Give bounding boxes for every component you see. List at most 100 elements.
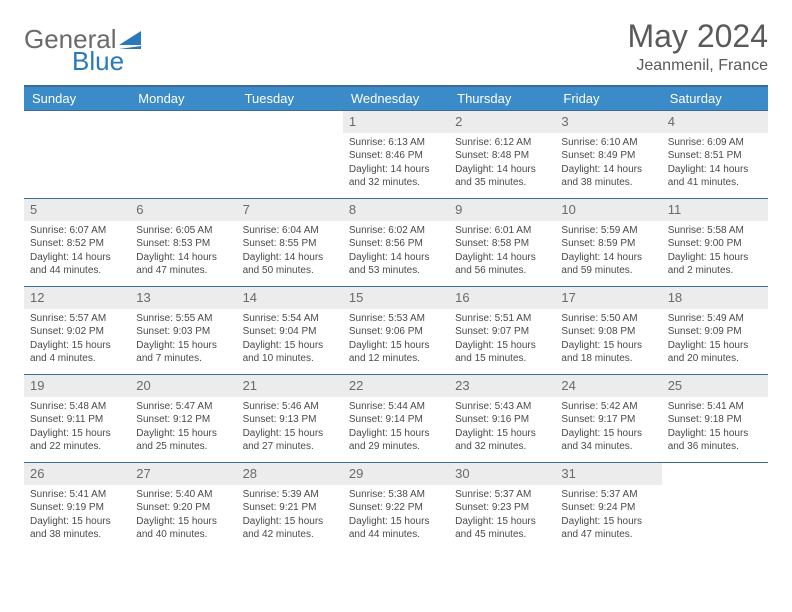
- day-info-line: Sunrise: 6:01 AM: [455, 224, 549, 238]
- day-info-line: Sunset: 8:58 PM: [455, 237, 549, 251]
- day-info-line: Sunset: 9:19 PM: [30, 501, 124, 515]
- calendar-day-cell: 12Sunrise: 5:57 AMSunset: 9:02 PMDayligh…: [24, 287, 130, 375]
- day-info-line: Sunrise: 6:10 AM: [561, 136, 655, 150]
- title-area: May 2024 Jeanmenil, France: [627, 18, 768, 75]
- page-subtitle: Jeanmenil, France: [627, 57, 768, 75]
- day-info-line: Sunset: 9:18 PM: [668, 413, 762, 427]
- calendar-day-cell: 21Sunrise: 5:46 AMSunset: 9:13 PMDayligh…: [237, 375, 343, 463]
- day-info-line: and 38 minutes.: [30, 528, 124, 542]
- day-info-line: and 32 minutes.: [455, 440, 549, 454]
- calendar-day-cell: 2Sunrise: 6:12 AMSunset: 8:48 PMDaylight…: [449, 111, 555, 199]
- day-info-line: Sunrise: 5:54 AM: [243, 312, 337, 326]
- day-info-line: Sunrise: 6:13 AM: [349, 136, 443, 150]
- day-info-line: Daylight: 15 hours: [30, 427, 124, 441]
- day-info-line: Sunset: 8:52 PM: [30, 237, 124, 251]
- day-info-line: and 32 minutes.: [349, 176, 443, 190]
- calendar-day-cell: 20Sunrise: 5:47 AMSunset: 9:12 PMDayligh…: [130, 375, 236, 463]
- day-info-line: Daylight: 15 hours: [455, 427, 549, 441]
- day-info-line: Sunset: 9:03 PM: [136, 325, 230, 339]
- day-info-line: and 18 minutes.: [561, 352, 655, 366]
- calendar-day-cell: [130, 111, 236, 199]
- calendar-day-cell: 26Sunrise: 5:41 AMSunset: 9:19 PMDayligh…: [24, 463, 130, 551]
- day-number: 7: [237, 199, 343, 221]
- logo-blue-row: Blue: [24, 46, 124, 77]
- day-info-line: and 47 minutes.: [136, 264, 230, 278]
- day-info-line: Daylight: 15 hours: [668, 251, 762, 265]
- day-info-line: Sunset: 9:02 PM: [30, 325, 124, 339]
- day-number: 8: [343, 199, 449, 221]
- day-info-line: Sunset: 8:51 PM: [668, 149, 762, 163]
- day-info-line: Sunrise: 5:55 AM: [136, 312, 230, 326]
- day-info-line: Sunrise: 5:38 AM: [349, 488, 443, 502]
- day-info-line: Sunrise: 5:57 AM: [30, 312, 124, 326]
- calendar-day-cell: 14Sunrise: 5:54 AMSunset: 9:04 PMDayligh…: [237, 287, 343, 375]
- day-info-line: and 10 minutes.: [243, 352, 337, 366]
- day-info-line: Daylight: 14 hours: [349, 251, 443, 265]
- day-info-line: Sunset: 8:46 PM: [349, 149, 443, 163]
- calendar-week-row: 26 Sunrise: 5:41 AMSunset: 9:19 PM Dayligh…: [24, 463, 768, 551]
- day-info-line: Sunrise: 5:40 AM: [136, 488, 230, 502]
- day-info-line: and 53 minutes.: [349, 264, 443, 278]
- day-info-line: and 56 minutes.: [455, 264, 549, 278]
- calendar-day-cell: 6Sunrise: 6:05 AMSunset: 8:53 PMDaylight…: [130, 199, 236, 287]
- day-number: 22: [343, 375, 449, 397]
- day-number: 2: [449, 111, 555, 133]
- day-info-line: Sunrise: 5:49 AM: [668, 312, 762, 326]
- day-info-line: and 59 minutes.: [561, 264, 655, 278]
- day-number: 14: [237, 287, 343, 309]
- day-info-line: Daylight: 15 hours: [243, 515, 337, 529]
- day-info-line: and 36 minutes.: [668, 440, 762, 454]
- day-info-line: and 44 minutes.: [349, 528, 443, 542]
- day-info-line: Sunrise: 5:41 AM: [30, 488, 124, 502]
- calendar-day-cell: 15Sunrise: 5:53 AMSunset: 9:06 PMDayligh…: [343, 287, 449, 375]
- day-number: 27: [130, 463, 236, 485]
- day-info-line: Sunset: 9:04 PM: [243, 325, 337, 339]
- day-number: 21: [237, 375, 343, 397]
- day-info-line: and 20 minutes.: [668, 352, 762, 366]
- day-number: 12: [24, 287, 130, 309]
- day-info-line: Sunrise: 6:04 AM: [243, 224, 337, 238]
- day-info-line: Sunrise: 6:07 AM: [30, 224, 124, 238]
- calendar-day-cell: 24Sunrise: 5:42 AMSunset: 9:17 PMDayligh…: [555, 375, 661, 463]
- day-info-line: Sunrise: 5:46 AM: [243, 400, 337, 414]
- day-info-line: Sunset: 9:09 PM: [668, 325, 762, 339]
- day-info-line: and 38 minutes.: [561, 176, 655, 190]
- day-info-line: Sunset: 9:13 PM: [243, 413, 337, 427]
- day-number: 26: [24, 463, 130, 485]
- day-number: 23: [449, 375, 555, 397]
- day-info-line: and 34 minutes.: [561, 440, 655, 454]
- calendar-day-cell: 23Sunrise: 5:43 AMSunset: 9:16 PMDayligh…: [449, 375, 555, 463]
- day-number: 4: [662, 111, 768, 133]
- calendar-week-row: 5Sunrise: 6:07 AMSunset: 8:52 PMDaylight…: [24, 199, 768, 287]
- day-info-line: Sunset: 9:08 PM: [561, 325, 655, 339]
- day-info-line: and 44 minutes.: [30, 264, 124, 278]
- day-info-line: Sunrise: 5:43 AM: [455, 400, 549, 414]
- weekday-header: Friday: [555, 86, 661, 111]
- calendar-day-cell: 22Sunrise: 5:44 AMSunset: 9:14 PMDayligh…: [343, 375, 449, 463]
- logo-text-blue: Blue: [72, 46, 124, 76]
- day-info-line: Sunset: 9:07 PM: [455, 325, 549, 339]
- day-number: 17: [555, 287, 661, 309]
- day-info-line: and 25 minutes.: [136, 440, 230, 454]
- weekday-header: Tuesday: [237, 86, 343, 111]
- day-info-line: Sunrise: 6:09 AM: [668, 136, 762, 150]
- day-info-line: and 22 minutes.: [30, 440, 124, 454]
- day-info-line: Daylight: 15 hours: [561, 427, 655, 441]
- day-info-line: Sunset: 9:11 PM: [30, 413, 124, 427]
- weekday-header: Wednesday: [343, 86, 449, 111]
- day-info-line: Sunset: 9:14 PM: [349, 413, 443, 427]
- calendar-day-cell: 1Sunrise: 6:13 AMSunset: 8:46 PMDaylight…: [343, 111, 449, 199]
- header: General May 2024 Jeanmenil, France: [24, 18, 768, 75]
- day-info-line: Daylight: 15 hours: [668, 427, 762, 441]
- day-info-line: and 15 minutes.: [455, 352, 549, 366]
- day-number: 28: [237, 463, 343, 485]
- day-info-line: Sunset: 9:00 PM: [668, 237, 762, 251]
- day-info-line: Daylight: 15 hours: [136, 339, 230, 353]
- day-info-line: Daylight: 15 hours: [349, 515, 443, 529]
- day-number: 20: [130, 375, 236, 397]
- calendar-day-cell: 18Sunrise: 5:49 AMSunset: 9:09 PMDayligh…: [662, 287, 768, 375]
- day-number: 15: [343, 287, 449, 309]
- day-number: 3: [555, 111, 661, 133]
- day-info-line: Sunrise: 6:02 AM: [349, 224, 443, 238]
- day-info-line: Sunset: 8:48 PM: [455, 149, 549, 163]
